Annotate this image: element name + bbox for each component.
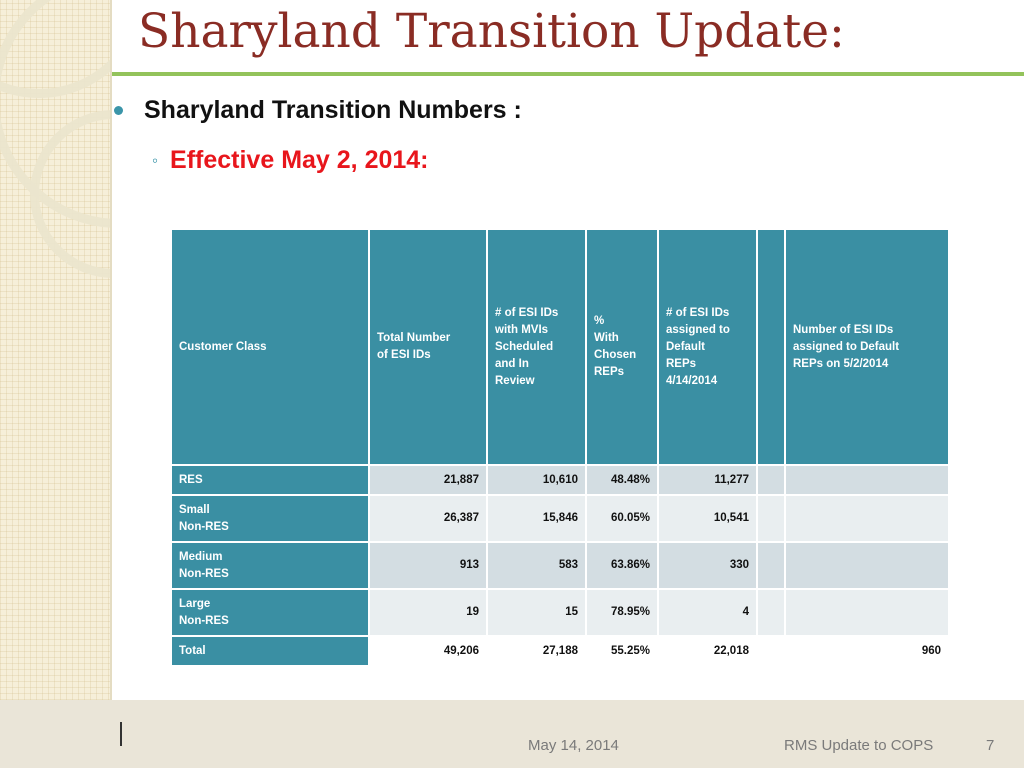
default-414-cell: 330 (657, 541, 758, 590)
table-total-row: Total 49,206 27,188 55.25% 22,018 960 (170, 635, 950, 667)
total-cell: 19 (368, 588, 488, 637)
panel-edge (110, 0, 112, 700)
default-414-cell: 22,018 (657, 635, 758, 667)
table-row: Medium Non-RES 913 583 63.86% 330 (170, 541, 950, 590)
total-cell: 49,206 (368, 635, 488, 667)
header-blank (756, 228, 786, 466)
header-customer-class: Customer Class (170, 228, 370, 466)
header-pct-chosen-reps: % With Chosen REPs (585, 228, 659, 466)
row-class-cell: Small Non-RES (170, 494, 370, 543)
footer-text: RMS Update to COPS (784, 737, 934, 754)
decorative-side-panel (0, 0, 112, 700)
slide-title: Sharyland Transition Update: (138, 4, 845, 59)
pct-cell: 55.25% (585, 635, 659, 667)
mvis-cell: 583 (486, 541, 587, 590)
blank-cell (756, 588, 786, 637)
bullet-text: Sharyland Transition Numbers : (144, 96, 522, 124)
pct-cell: 63.86% (585, 541, 659, 590)
pct-cell: 60.05% (585, 494, 659, 543)
default-414-cell: 11,277 (657, 464, 758, 496)
total-cell: 26,387 (368, 494, 488, 543)
mvis-cell: 27,188 (486, 635, 587, 667)
subbullet-effective-date: ◦ Effective May 2, 2014: (152, 146, 429, 175)
table-header-row: Customer Class Total Number of ESI IDs #… (170, 228, 950, 466)
footer-divider (120, 722, 122, 746)
row-class-cell: Medium Non-RES (170, 541, 370, 590)
default-414-cell: 4 (657, 588, 758, 637)
pct-cell: 48.48% (585, 464, 659, 496)
header-default-reps-52: Number of ESI IDs assigned to Default RE… (784, 228, 950, 466)
transition-numbers-table: Customer Class Total Number of ESI IDs #… (170, 228, 950, 667)
header-total-esi-ids: Total Number of ESI IDs (368, 228, 488, 466)
header-default-reps-414: # of ESI IDs assigned to Default REPs 4/… (657, 228, 758, 466)
row-class-cell: RES (170, 464, 370, 496)
blank-cell (756, 541, 786, 590)
blank-cell (756, 635, 786, 667)
mvis-cell: 10,610 (486, 464, 587, 496)
default-52-cell (784, 588, 950, 637)
table-row: Small Non-RES 26,387 15,846 60.05% 10,54… (170, 494, 950, 543)
bullet-transition-numbers: Sharyland Transition Numbers : (114, 96, 522, 125)
row-class-cell: Total (170, 635, 370, 667)
pct-cell: 78.95% (585, 588, 659, 637)
default-52-cell (784, 494, 950, 543)
footer-date: May 14, 2014 (528, 737, 619, 754)
table-row: Large Non-RES 19 15 78.95% 4 (170, 588, 950, 637)
subbullet-text: Effective May 2, 2014: (170, 146, 429, 174)
total-cell: 913 (368, 541, 488, 590)
default-52-cell: 960 (784, 635, 950, 667)
blank-cell (756, 464, 786, 496)
mvis-cell: 15 (486, 588, 587, 637)
blank-cell (756, 494, 786, 543)
header-esi-ids-mvis: # of ESI IDs with MVIs Scheduled and In … (486, 228, 587, 466)
bullet-dot-icon (114, 106, 123, 115)
page-number: 7 (986, 737, 995, 754)
title-underline (112, 72, 1024, 76)
default-414-cell: 10,541 (657, 494, 758, 543)
default-52-cell (784, 464, 950, 496)
hollow-circle-bullet-icon: ◦ (152, 150, 159, 170)
slide-footer: May 14, 2014 RMS Update to COPS 7 (0, 700, 1024, 768)
mvis-cell: 15,846 (486, 494, 587, 543)
table-row: RES 21,887 10,610 48.48% 11,277 (170, 464, 950, 496)
row-class-cell: Large Non-RES (170, 588, 370, 637)
total-cell: 21,887 (368, 464, 488, 496)
default-52-cell (784, 541, 950, 590)
